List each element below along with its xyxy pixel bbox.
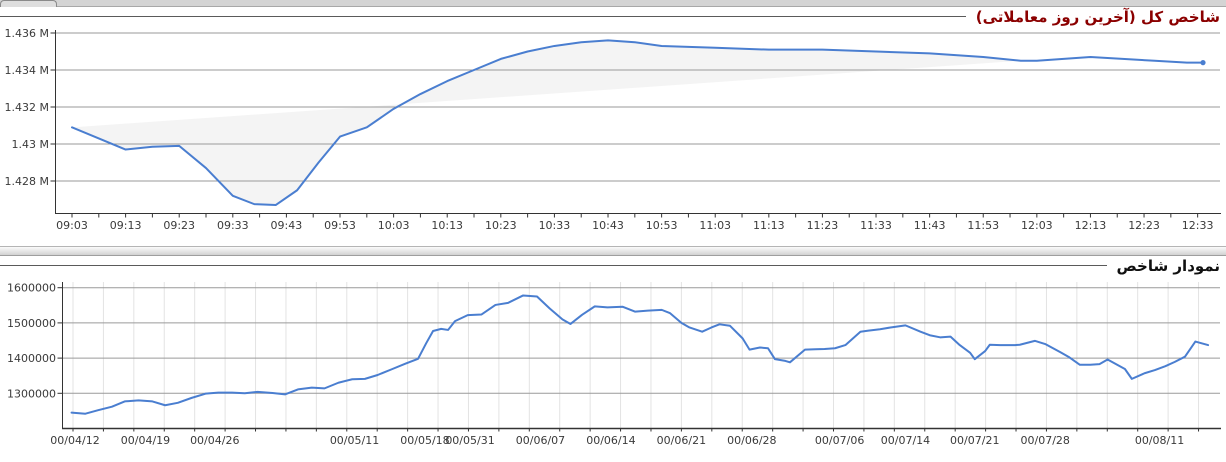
svg-text:10:13: 10:13	[431, 219, 463, 232]
y-axis-labels: 1600000 1500000 1400000 1300000	[7, 282, 56, 401]
svg-text:1.432 M: 1.432 M	[5, 101, 49, 114]
svg-text:00/04/26: 00/04/26	[190, 434, 239, 447]
svg-text:10:53: 10:53	[646, 219, 678, 232]
svg-text:1.43 M: 1.43 M	[12, 138, 49, 151]
svg-text:1.428 M: 1.428 M	[5, 175, 49, 188]
svg-text:00/05/18: 00/05/18	[400, 434, 449, 447]
svg-text:00/06/28: 00/06/28	[727, 434, 776, 447]
svg-text:1.434 M: 1.434 M	[5, 64, 49, 77]
svg-text:09:33: 09:33	[217, 219, 249, 232]
svg-text:00/05/11: 00/05/11	[330, 434, 379, 447]
svg-text:09:23: 09:23	[163, 219, 195, 232]
svg-text:11:53: 11:53	[967, 219, 999, 232]
svg-text:12:13: 12:13	[1075, 219, 1107, 232]
svg-text:00/07/14: 00/07/14	[881, 434, 930, 447]
svg-text:00/07/06: 00/07/06	[815, 434, 864, 447]
svg-text:09:43: 09:43	[271, 219, 303, 232]
svg-text:11:43: 11:43	[914, 219, 946, 232]
svg-text:00/07/21: 00/07/21	[950, 434, 999, 447]
svg-text:00/05/31: 00/05/31	[445, 434, 494, 447]
y-gridlines	[57, 287, 1220, 394]
svg-text:10:33: 10:33	[539, 219, 571, 232]
svg-text:00/04/19: 00/04/19	[121, 434, 170, 447]
svg-text:09:03: 09:03	[56, 219, 88, 232]
top-tab-strip	[0, 0, 1226, 7]
svg-text:11:13: 11:13	[753, 219, 785, 232]
svg-text:00/06/21: 00/06/21	[657, 434, 706, 447]
svg-text:00/04/12: 00/04/12	[50, 434, 99, 447]
svg-text:1600000: 1600000	[7, 282, 56, 295]
top-tab[interactable]	[0, 0, 57, 7]
svg-text:12:03: 12:03	[1021, 219, 1053, 232]
y-axis-labels: 1.436 M 1.434 M 1.432 M 1.43 M 1.428 M	[5, 27, 49, 188]
intraday-index-chart-canvas[interactable]: 1.436 M1.434 M1.432 M1.43 M1.428 M09:03 0…	[0, 26, 1226, 246]
svg-text:1500000: 1500000	[7, 317, 56, 330]
v-gridlines	[72, 282, 1200, 432]
y-gridlines	[50, 32, 1220, 182]
svg-text:12:33: 12:33	[1182, 219, 1214, 232]
svg-text:11:23: 11:23	[807, 219, 839, 232]
svg-text:1400000: 1400000	[7, 352, 56, 365]
intraday-area-fill	[72, 40, 1021, 206]
svg-text:10:43: 10:43	[592, 219, 624, 232]
intraday-panel-title: شاخص کل (آخرین روز معاملاتی)	[975, 7, 1220, 26]
intraday-index-line	[71, 39, 1205, 207]
panel-splitter[interactable]	[0, 246, 1226, 256]
x-axis-labels: 09:03 09:13 09:23 09:33 09:43 09:53 10:03 10:13…	[56, 219, 1213, 232]
header-rule	[0, 16, 966, 17]
svg-text:00/06/14: 00/06/14	[586, 434, 635, 447]
svg-text:11:33: 11:33	[860, 219, 892, 232]
svg-text:10:03: 10:03	[378, 219, 410, 232]
svg-text:09:13: 09:13	[110, 219, 142, 232]
x-axis-labels: 00/04/12 00/04/19 00/04/26 00/05/11 00/05/18…	[50, 434, 1184, 447]
header-rule	[0, 265, 1107, 266]
axes	[55, 30, 1221, 218]
axes	[62, 282, 1221, 430]
svg-text:10:23: 10:23	[485, 219, 517, 232]
svg-text:1300000: 1300000	[7, 387, 56, 400]
history-panel-header: نمودار شاخص	[0, 256, 1226, 275]
svg-text:12:23: 12:23	[1128, 219, 1160, 232]
svg-text:1.436 M: 1.436 M	[5, 27, 49, 40]
svg-text:00/06/07: 00/06/07	[516, 434, 565, 447]
last-value-dot	[1200, 60, 1206, 66]
history-panel-title: نمودار شاخص	[1116, 256, 1220, 275]
history-index-line	[70, 294, 1210, 415]
svg-text:09:53: 09:53	[324, 219, 356, 232]
svg-text:00/07/28: 00/07/28	[1021, 434, 1070, 447]
svg-text:11:03: 11:03	[699, 219, 731, 232]
intraday-panel-header: شاخص کل (آخرین روز معاملاتی)	[0, 7, 1226, 26]
svg-text:00/08/11: 00/08/11	[1135, 434, 1184, 447]
